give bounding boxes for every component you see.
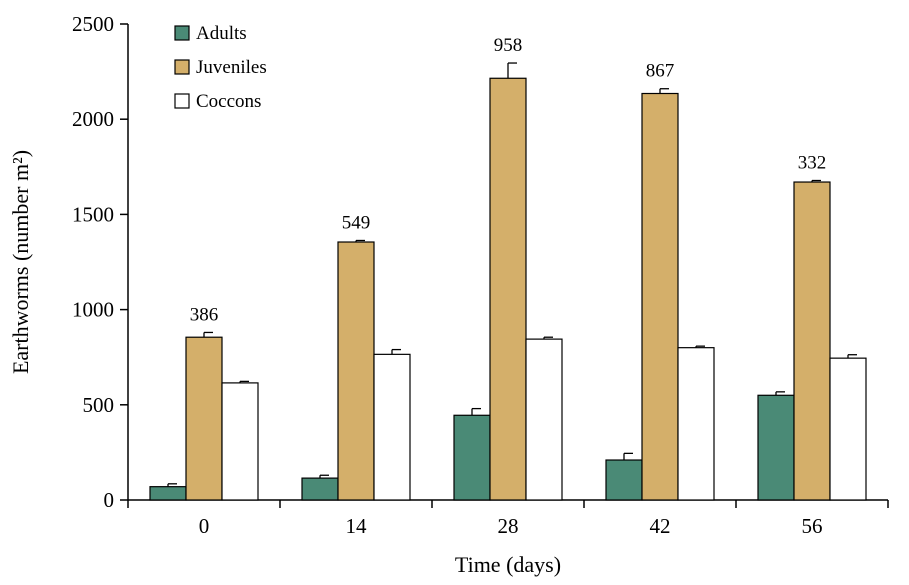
bar-juveniles-56 (793, 181, 831, 501)
bar-coccons-14 (373, 353, 411, 501)
y-tick-label: 1500 (72, 202, 114, 226)
bar-adults-14 (301, 477, 339, 501)
data-label: 867 (646, 61, 675, 82)
bar-adults-28 (453, 414, 491, 501)
legend-label-adults: Adults (196, 23, 247, 44)
legend-swatch-coccons (174, 93, 190, 109)
bar-coccons-56 (829, 357, 867, 501)
bar-juveniles-28 (489, 77, 527, 501)
y-tick-label: 2000 (72, 107, 114, 131)
x-tick-label: 0 (199, 514, 210, 538)
data-label: 958 (494, 35, 523, 56)
data-label: 549 (342, 212, 371, 233)
legend-label-juveniles: Juveniles (196, 57, 267, 78)
legend-label-coccons: Coccons (196, 91, 261, 112)
bar-juveniles-14 (337, 241, 375, 501)
x-tick-label: 14 (346, 514, 368, 538)
x-tick-label: 42 (650, 514, 671, 538)
labels: 386 549 958 867 332 Time (days) Earthworms (nu… (8, 35, 826, 577)
bar-juveniles-42 (641, 92, 679, 501)
x-axis-title: Time (days) (455, 552, 561, 577)
y-tick-label: 2500 (72, 12, 114, 36)
bar-juveniles-0 (185, 336, 223, 501)
data-label: 386 (190, 304, 219, 325)
y-axis-title: Earthworms (number m²) (8, 150, 33, 374)
data-label: 332 (798, 153, 827, 174)
x-tick-label: 56 (802, 514, 823, 538)
bars (149, 62, 867, 501)
bar-coccons-42 (677, 347, 715, 501)
bar-coccons-0 (221, 382, 259, 501)
x-tick-label: 28 (498, 514, 519, 538)
bar-adults-0 (149, 486, 187, 501)
y-tick-label: 500 (83, 393, 115, 417)
legend-swatch-adults (174, 25, 190, 41)
y-tick-label: 1000 (72, 298, 114, 322)
legend-swatch-juveniles (174, 59, 190, 75)
bar-adults-42 (605, 459, 643, 501)
bar-adults-56 (757, 394, 795, 501)
axes: 0 500 1000 1500 2000 2500 0 14 28 42 56 (72, 12, 889, 538)
bar-coccons-28 (525, 338, 563, 501)
y-tick-label: 0 (104, 488, 115, 512)
legend: Adults Juveniles Coccons (174, 23, 267, 112)
